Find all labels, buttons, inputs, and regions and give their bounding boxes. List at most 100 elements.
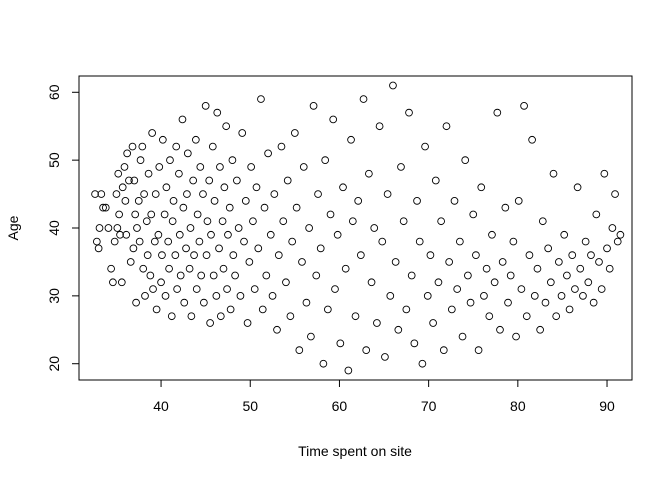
data-point	[179, 203, 188, 212]
data-point	[266, 230, 275, 239]
data-point	[238, 129, 247, 137]
data-point	[533, 264, 542, 273]
data-point	[488, 230, 496, 239]
data-point	[260, 203, 269, 212]
data-point	[415, 237, 424, 246]
data-point	[176, 271, 185, 280]
data-point	[431, 176, 440, 185]
data-point	[549, 169, 558, 178]
data-point	[203, 217, 212, 226]
data-point	[456, 237, 464, 246]
data-point	[329, 115, 338, 124]
data-point	[461, 156, 470, 164]
data-point	[592, 210, 601, 219]
data-point	[201, 102, 210, 110]
data-point	[279, 217, 288, 226]
data-point	[314, 190, 322, 198]
data-point	[233, 176, 241, 185]
data-point	[165, 264, 173, 273]
data-point	[324, 305, 332, 314]
data-point	[155, 163, 164, 171]
data-point	[158, 251, 166, 259]
data-point	[160, 210, 169, 219]
data-point	[584, 278, 593, 287]
data-point	[571, 285, 579, 293]
data-point	[288, 237, 297, 246]
data-point	[202, 251, 211, 259]
data-point	[292, 203, 301, 212]
data-point	[215, 244, 223, 253]
data-point	[135, 237, 144, 246]
data-point	[216, 312, 225, 321]
data-point	[147, 210, 156, 219]
data-point	[274, 251, 283, 259]
data-point	[101, 203, 110, 212]
data-point	[182, 244, 190, 253]
data-point	[493, 108, 502, 117]
data-point	[426, 251, 435, 259]
data-point	[178, 115, 187, 124]
data-point	[600, 169, 609, 178]
data-point	[158, 135, 167, 144]
data-point	[110, 237, 119, 246]
data-point	[608, 224, 617, 232]
data-point	[164, 237, 173, 246]
data-point	[595, 258, 603, 266]
data-point	[190, 251, 198, 259]
data-point	[146, 271, 155, 280]
data-point	[169, 197, 178, 205]
data-point	[154, 230, 163, 239]
data-point	[123, 149, 132, 158]
data-point	[469, 210, 478, 219]
data-point	[477, 183, 486, 192]
data-point	[309, 102, 318, 110]
data-point	[565, 305, 574, 314]
data-point	[506, 271, 515, 280]
data-point	[121, 197, 130, 205]
data-point	[386, 292, 395, 300]
data-point	[116, 230, 124, 239]
data-point	[522, 312, 531, 321]
data-point	[183, 190, 191, 198]
data-point	[295, 346, 304, 354]
data-point	[348, 217, 357, 226]
x-tick-label: 90	[599, 398, 615, 414]
data-point	[134, 197, 143, 205]
data-point	[375, 122, 384, 131]
data-point	[143, 251, 152, 259]
data-point	[514, 197, 523, 205]
data-points	[91, 81, 625, 375]
data-point	[186, 224, 195, 232]
data-point	[458, 332, 467, 341]
data-point	[290, 129, 299, 137]
data-point	[175, 169, 183, 178]
data-point	[243, 319, 252, 327]
data-point	[560, 230, 569, 239]
data-point	[282, 278, 290, 287]
y-axis-title: Age	[5, 215, 21, 240]
data-point	[107, 264, 115, 273]
data-point	[589, 298, 598, 307]
data-point	[97, 190, 106, 198]
data-point	[115, 210, 123, 219]
x-tick-label: 60	[332, 398, 348, 414]
data-point	[167, 312, 176, 321]
data-point	[423, 292, 432, 300]
data-point	[185, 264, 194, 273]
data-point	[405, 108, 413, 117]
data-point	[568, 251, 577, 259]
data-point	[442, 122, 451, 131]
data-point	[528, 135, 536, 144]
data-point	[359, 95, 368, 103]
data-point	[485, 312, 494, 321]
data-point	[257, 95, 265, 103]
data-point	[183, 149, 192, 158]
data-point	[421, 142, 429, 151]
data-point	[222, 122, 231, 131]
data-point	[213, 108, 222, 117]
data-point	[307, 332, 315, 341]
data-point	[474, 346, 483, 354]
data-point	[365, 169, 373, 178]
data-point	[132, 298, 140, 307]
